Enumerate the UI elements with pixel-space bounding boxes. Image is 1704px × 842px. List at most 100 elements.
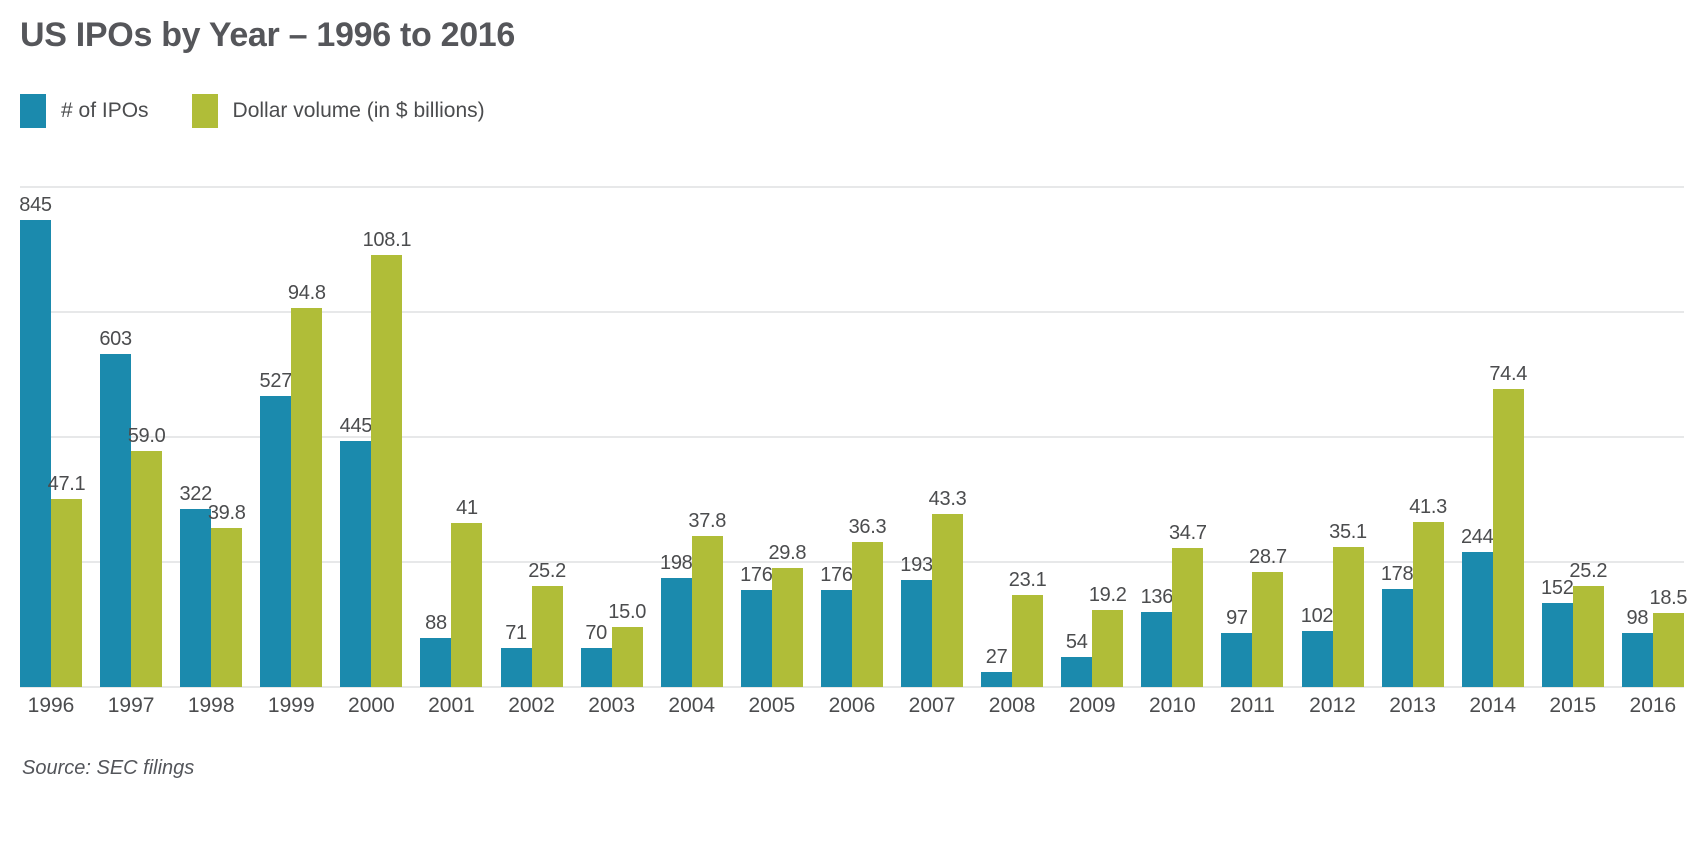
bar-wrap: 36.3 <box>849 516 887 687</box>
bar-value-label: 25.2 <box>1569 560 1608 582</box>
bar-wrap: 47.1 <box>48 473 86 687</box>
bar-num-ipos-2012 <box>1301 631 1333 687</box>
bar-dollar-volume-2015 <box>1572 586 1604 687</box>
bar-value-label: 98 <box>1626 607 1649 629</box>
bar-wrap: 603 <box>99 328 132 687</box>
x-axis-label-2007: 2007 <box>908 694 956 717</box>
bar-wrap: 97 <box>1221 607 1253 687</box>
bar-dollar-volume-1996 <box>51 499 82 687</box>
bar-dollar-volume-2006 <box>851 542 883 687</box>
bar-wrap: 41 <box>451 497 483 687</box>
year-group-2008: 27 23.1 <box>981 569 1047 687</box>
bar-wrap: 88 <box>420 612 452 687</box>
bar-value-label: 47.1 <box>47 473 86 495</box>
bar-dollar-volume-1998 <box>211 528 243 687</box>
year-group-2003: 70 15.0 <box>580 601 646 687</box>
bar-value-label: 74.4 <box>1489 363 1528 385</box>
chart-title: US IPOs by Year – 1996 to 2016 <box>20 16 516 54</box>
x-axis-label-2008: 2008 <box>988 694 1036 717</box>
x-axis-label-1999: 1999 <box>267 694 315 717</box>
dollar-volume-swatch-icon <box>191 94 218 128</box>
x-axis-label-2003: 2003 <box>588 694 636 717</box>
bar-num-ipos-2004 <box>660 578 692 687</box>
bar-dollar-volume-2001 <box>451 523 483 687</box>
bar-wrap: 28.7 <box>1249 546 1287 687</box>
year-group-2000: 445 108.1 <box>340 229 411 687</box>
bar-value-label: 27 <box>985 646 1008 668</box>
bar-wrap: 176 <box>820 564 853 687</box>
bar-value-label: 97 <box>1226 607 1248 629</box>
bar-wrap: 198 <box>660 552 693 687</box>
year-group-1998: 322 39.8 <box>179 483 246 687</box>
bar-dollar-volume-2014 <box>1492 389 1524 687</box>
bar-num-ipos-2001 <box>420 638 452 687</box>
bars-container: 845 47.1 603 59.0 322 39.8 527 94.8 445 108.1 88 41… <box>19 187 1688 687</box>
bar-num-ipos-2006 <box>820 590 852 687</box>
bar-wrap: 18.5 <box>1650 587 1688 687</box>
bar-wrap: 527 <box>260 370 292 687</box>
bar-wrap: 94.8 <box>288 282 326 687</box>
bar-num-ipos-2011 <box>1221 633 1253 687</box>
x-axis-label-2009: 2009 <box>1068 694 1116 717</box>
x-axis-label-2014: 2014 <box>1469 694 1517 717</box>
bar-wrap: 41.3 <box>1409 496 1447 687</box>
bar-wrap: 70 <box>580 622 612 687</box>
bar-value-label: 70 <box>585 622 607 644</box>
bar-value-label: 59.0 <box>127 425 166 447</box>
bar-wrap: 193 <box>900 554 933 687</box>
year-group-1996: 845 47.1 <box>19 194 86 687</box>
bar-wrap: 27 <box>981 646 1013 687</box>
bar-value-label: 39.8 <box>207 502 246 524</box>
year-group-2001: 88 41 <box>420 497 483 687</box>
bar-dollar-volume-1999 <box>291 308 323 687</box>
bar-wrap: 445 <box>340 415 372 687</box>
bar-wrap: 37.8 <box>688 510 726 687</box>
bar-value-label: 603 <box>99 328 132 350</box>
year-group-2006: 176 36.3 <box>820 516 887 687</box>
bar-dollar-volume-2002 <box>531 586 563 687</box>
gridline <box>20 436 1684 438</box>
x-axis-label-2000: 2000 <box>348 694 395 717</box>
bar-dollar-volume-2013 <box>1412 522 1444 687</box>
x-axis-label-2002: 2002 <box>508 694 555 717</box>
bar-value-label: 102 <box>1300 605 1334 627</box>
bar-wrap: 74.4 <box>1489 363 1527 687</box>
bar-value-label: 845 <box>19 194 52 216</box>
year-group-2002: 71 25.2 <box>500 560 566 687</box>
x-axis-label-2015: 2015 <box>1549 694 1597 717</box>
x-axis-label-2006: 2006 <box>828 694 876 717</box>
year-group-2016: 98 18.5 <box>1621 587 1688 687</box>
gridline <box>20 311 1684 313</box>
bar-num-ipos-2010 <box>1141 612 1173 687</box>
bar-wrap: 59.0 <box>128 425 166 687</box>
bar-value-label: 176 <box>740 564 773 586</box>
bar-dollar-volume-1997 <box>131 451 163 687</box>
x-axis-label-2004: 2004 <box>668 694 716 717</box>
bar-num-ipos-2003 <box>580 648 612 687</box>
bar-value-label: 35.1 <box>1329 521 1367 543</box>
bar-wrap: 35.1 <box>1329 521 1367 687</box>
bar-wrap: 176 <box>740 564 773 687</box>
bar-value-label: 34.7 <box>1168 522 1207 544</box>
year-group-2005: 176 29.8 <box>740 542 807 687</box>
bar-value-label: 176 <box>820 564 853 586</box>
bar-value-label: 198 <box>660 552 693 574</box>
bar-dollar-volume-2009 <box>1092 610 1124 687</box>
bar-num-ipos-2015 <box>1541 603 1573 687</box>
bar-chart-plot-area: 845 47.1 603 59.0 322 39.8 527 94.8 445 108.1 88 41… <box>19 186 1688 688</box>
bar-wrap: 98 <box>1621 607 1653 687</box>
year-group-2010: 136 34.7 <box>1141 522 1207 687</box>
ipos-swatch-icon <box>20 94 46 128</box>
bar-wrap: 102 <box>1300 605 1334 687</box>
x-axis-label-1996: 1996 <box>27 694 75 717</box>
bar-wrap: 29.8 <box>768 542 807 687</box>
bar-num-ipos-2007 <box>901 580 933 687</box>
source-note: Source: SEC filings <box>22 757 195 779</box>
bar-value-label: 71 <box>505 622 527 644</box>
bar-wrap: 39.8 <box>208 502 246 687</box>
bar-wrap: 152 <box>1541 577 1574 687</box>
x-axis-label-1997: 1997 <box>107 694 155 717</box>
bar-num-ipos-1996 <box>20 220 51 687</box>
bar-wrap: 54 <box>1061 631 1093 687</box>
bar-value-label: 178 <box>1380 563 1414 585</box>
